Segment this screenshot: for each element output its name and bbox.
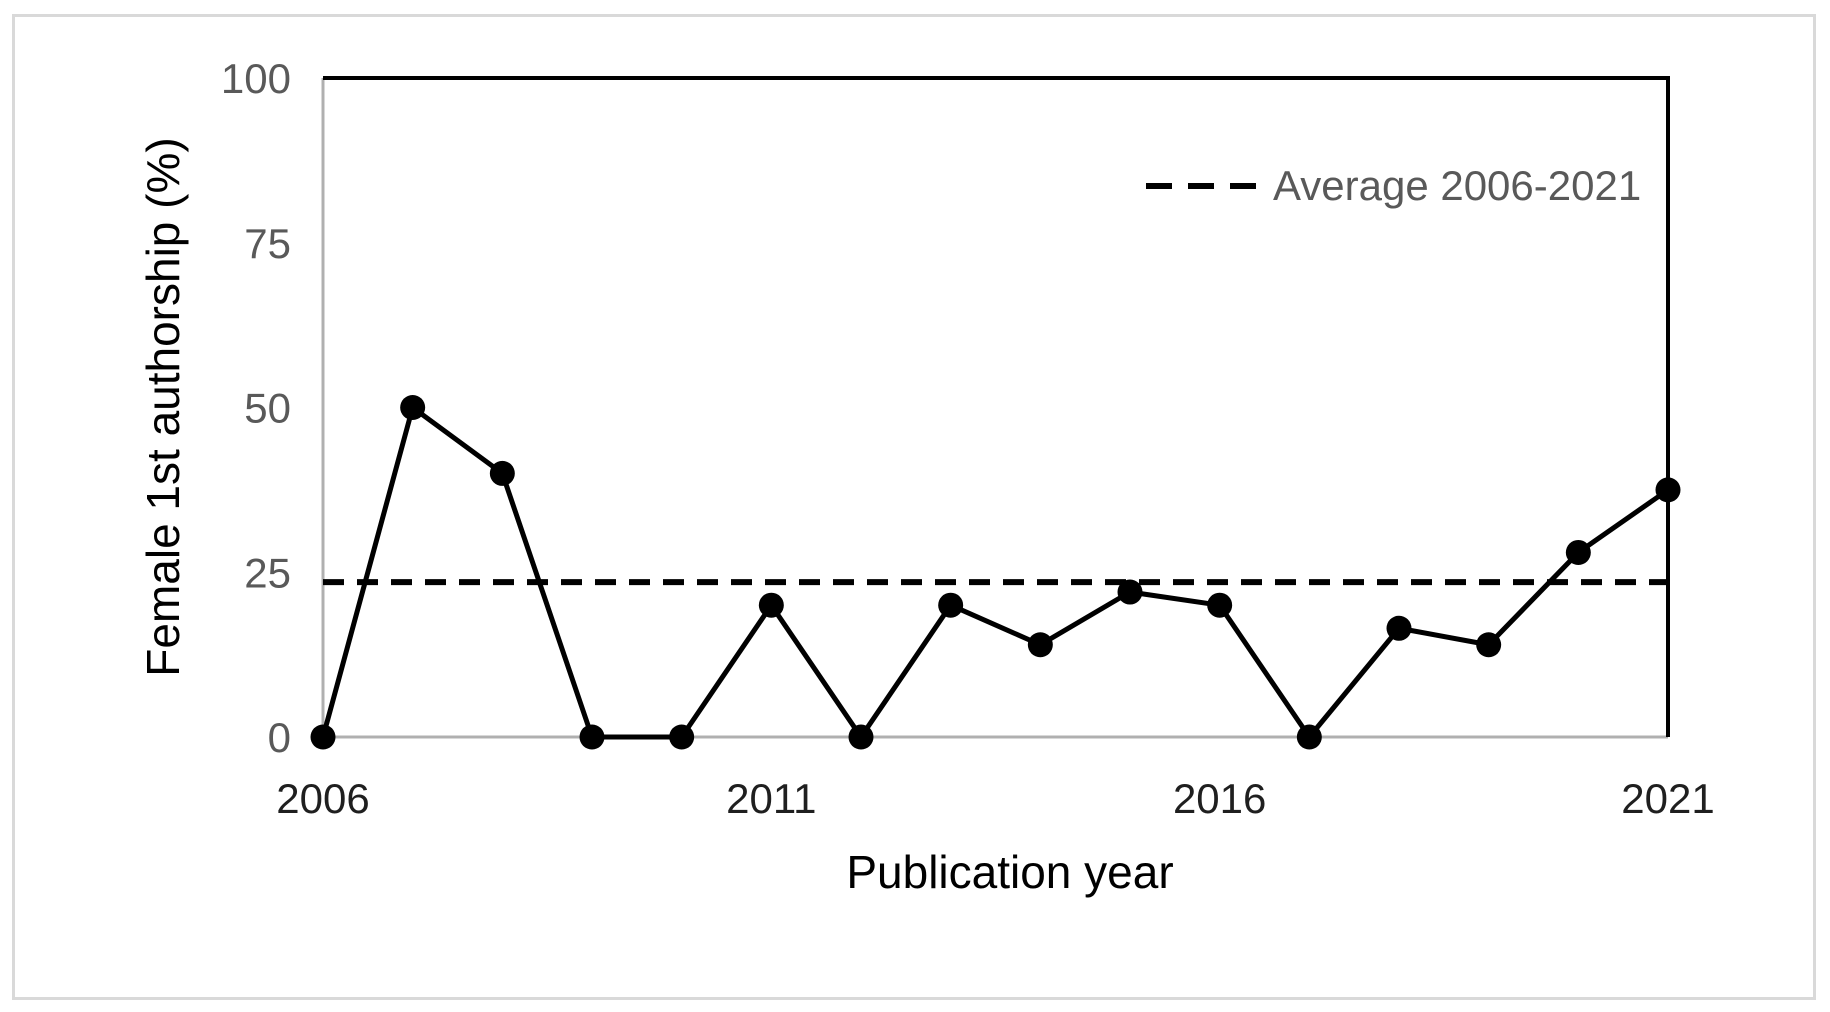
data-point-2019 xyxy=(1476,632,1502,658)
x-tick-label: 2016 xyxy=(1173,775,1266,822)
data-point-2016 xyxy=(1207,592,1233,618)
y-tick-label: 100 xyxy=(221,55,291,102)
x-tick-label: 2011 xyxy=(726,775,816,822)
legend-label: Average 2006-2021 xyxy=(1273,162,1642,209)
y-tick-label: 50 xyxy=(244,385,291,432)
data-point-2009 xyxy=(579,724,605,750)
data-point-2013 xyxy=(938,592,964,618)
data-point-2007 xyxy=(400,395,426,420)
data-point-2008 xyxy=(489,460,515,486)
x-axis-title: Publication year xyxy=(846,846,1174,898)
x-tick-label: 2021 xyxy=(1621,775,1714,822)
dashed-line-legend-sample-icon xyxy=(1146,183,1256,189)
data-point-2012 xyxy=(848,724,874,750)
legend: Average 2006-2021 xyxy=(1146,158,1641,214)
data-point-2010 xyxy=(669,724,695,750)
series-line xyxy=(320,405,1670,740)
y-tick-label: 75 xyxy=(244,220,291,267)
data-point-2021 xyxy=(1655,477,1681,503)
data-point-2014 xyxy=(1027,632,1053,658)
y-axis-title: Female 1st authorship (%) xyxy=(137,137,189,677)
y-tick-label: 0 xyxy=(268,714,291,761)
data-point-2020 xyxy=(1565,539,1591,565)
data-point-2011 xyxy=(758,592,784,618)
data-point-2015 xyxy=(1117,579,1143,605)
x-tick-label: 2006 xyxy=(276,775,369,822)
data-point-2017 xyxy=(1296,724,1322,750)
y-tick-label: 25 xyxy=(244,549,291,596)
data-point-2006 xyxy=(310,724,336,750)
data-point-2018 xyxy=(1386,615,1412,641)
